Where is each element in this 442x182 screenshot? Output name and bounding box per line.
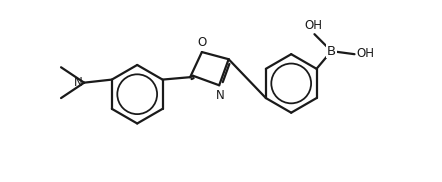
Text: OH: OH — [305, 19, 323, 32]
Text: OH: OH — [356, 47, 374, 60]
Text: B: B — [327, 45, 336, 58]
Text: N: N — [216, 89, 224, 102]
Text: O: O — [197, 36, 206, 49]
Text: N: N — [73, 76, 82, 89]
